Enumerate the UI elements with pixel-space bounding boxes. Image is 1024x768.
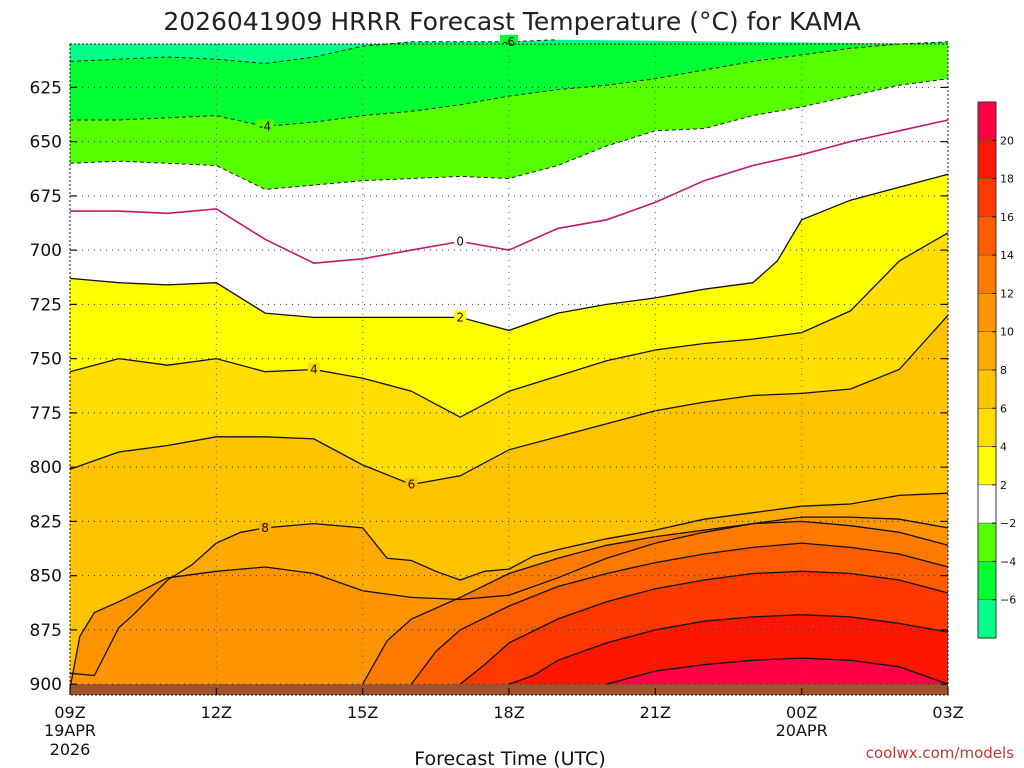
contour-label-bg (454, 310, 467, 324)
x-tick-label: 21Z (640, 703, 671, 722)
colorbar-band (977, 293, 997, 332)
colorbar-band (977, 522, 997, 562)
contour-label: 8 (261, 521, 269, 535)
contour-label-bg (307, 362, 320, 376)
x-tick-label: 12Z (201, 703, 232, 722)
grid-lines (70, 44, 948, 695)
colorbar-band (977, 216, 997, 256)
contour-line (69, 39, 558, 65)
contour-labels: -6 -4 0 2 4 6 8 (256, 34, 518, 535)
x-tick-label: 15Z (347, 703, 378, 722)
colorbar-band (977, 561, 997, 600)
band-fill (70, 39, 948, 64)
contour-line (69, 173, 949, 332)
colorbar-band (977, 484, 997, 524)
colorbar-band (977, 599, 997, 639)
source-credit: coolwx.com/models (866, 744, 1014, 762)
y-tick-label: 825 (30, 512, 62, 532)
band-fill (70, 41, 948, 127)
contour-line (69, 492, 949, 677)
contour-line (69, 516, 949, 689)
x-tick-label: 03Z (932, 703, 963, 722)
colorbar-tick-label: 6 (1000, 402, 1007, 415)
contour-label-bg (405, 477, 418, 491)
contour-line (606, 657, 949, 685)
colorbar-tick-label: 12 (1000, 287, 1014, 300)
y-tick-label: 875 (30, 621, 62, 641)
axes: 62565067570072575077580082585087590009Z1… (30, 43, 964, 759)
colorbar-tick-label: −2 (1000, 517, 1016, 530)
y-tick-label: 625 (30, 78, 62, 98)
colorbar-tick-label: 2 (1000, 479, 1007, 492)
contour-label-bg (256, 119, 275, 133)
colorbar-band (977, 408, 997, 447)
colorbar-tick-label: 14 (1000, 249, 1014, 262)
colorbar-band (977, 140, 997, 179)
x-tick-label: 18Z (493, 703, 524, 722)
colorbar-tick-label: 4 (1000, 441, 1007, 454)
colorbar-tick-label: −6 (1000, 594, 1016, 607)
y-tick-label: 775 (30, 404, 62, 424)
contour-label: 2 (456, 310, 464, 324)
contour-label-bg (500, 34, 518, 48)
x-tick-year: 2026 (50, 740, 91, 759)
colorbar-band (977, 101, 997, 141)
colorbar-tick-label: −4 (1000, 555, 1016, 568)
colorbar-tick-label: 16 (1000, 211, 1014, 224)
contour-label-bg (454, 234, 467, 248)
colorbar-tick-label: 20 (1000, 134, 1014, 147)
colorbar-tick-label: 10 (1000, 326, 1014, 339)
colorbar-band (977, 178, 997, 218)
y-tick-label: 850 (30, 567, 62, 587)
x-axis-label: Forecast Time (UTC) (414, 748, 605, 768)
x-tick-date: 20APR (776, 721, 828, 740)
y-tick-label: 900 (30, 675, 62, 695)
y-tick-label: 800 (30, 458, 62, 478)
contour-label: 0 (456, 234, 464, 248)
contour-line (70, 41, 949, 128)
contour-label: 4 (310, 363, 318, 377)
colorbar-band (977, 331, 997, 371)
colorbar: 20 18 16 14 12 10 8 6 4 2 −2 −4 −6 (977, 101, 1016, 639)
contour-line (69, 314, 949, 486)
contour-line (508, 614, 949, 685)
y-tick-label: 725 (30, 295, 62, 315)
colorbar-band (977, 369, 997, 409)
colorbar-tick-label: 18 (1000, 173, 1014, 186)
colorbar-tick-label: 8 (1000, 364, 1007, 377)
contour-label-bg (259, 520, 272, 534)
colorbar-band (977, 446, 997, 486)
contour-line (362, 520, 949, 685)
y-tick-label: 700 (30, 241, 62, 261)
y-tick-label: 650 (30, 133, 62, 153)
contour-label: 6 (408, 478, 416, 492)
x-tick-label: 00Z (786, 703, 817, 722)
x-tick-label: 09Z (54, 703, 85, 722)
y-tick-label: 750 (30, 350, 62, 370)
contour-label: -6 (503, 35, 515, 49)
contour-label: -4 (259, 119, 271, 133)
chart-title: 2026041909 HRRR Forecast Temperature (°C… (163, 7, 860, 36)
y-tick-label: 675 (30, 187, 62, 207)
contour-line (459, 570, 949, 685)
colorbar-band (977, 254, 997, 294)
x-tick-date: 19APR (44, 721, 96, 740)
